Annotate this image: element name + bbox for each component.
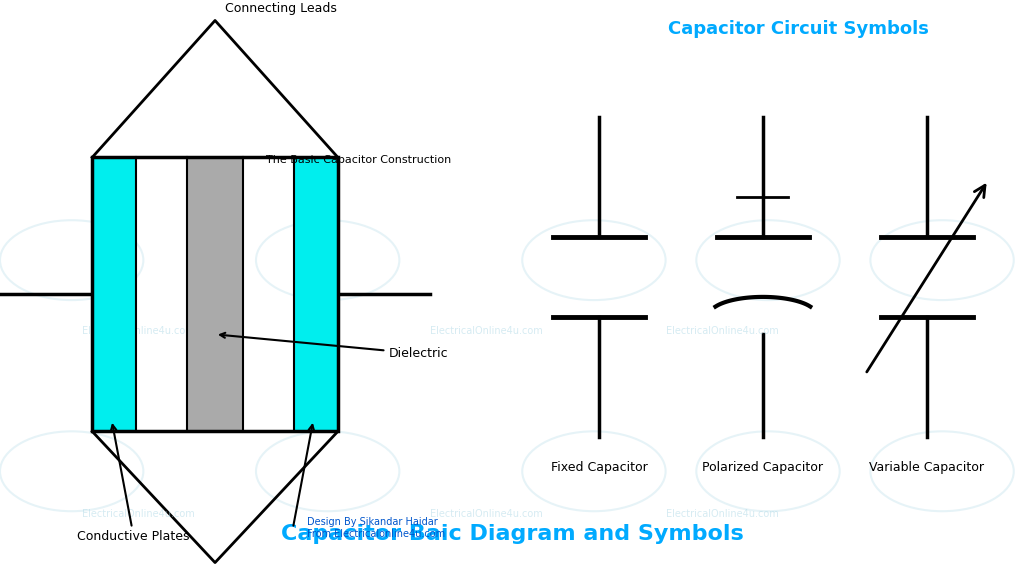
Text: ElectricalOnline4u.com: ElectricalOnline4u.com bbox=[666, 327, 778, 336]
Text: Fixed Capacitor: Fixed Capacitor bbox=[551, 461, 647, 474]
Bar bbox=[92, 157, 338, 431]
Text: Variable Capacitor: Variable Capacitor bbox=[869, 461, 984, 474]
FancyBboxPatch shape bbox=[92, 157, 136, 431]
Text: ElectricalOnline4u.com: ElectricalOnline4u.com bbox=[82, 327, 195, 336]
Text: ElectricalOnline4u.com: ElectricalOnline4u.com bbox=[82, 509, 195, 519]
Text: Design By Sikandar Haidar
From Electricalonline4u.com: Design By Sikandar Haidar From Electrica… bbox=[307, 517, 445, 538]
Text: Conductive Plates: Conductive Plates bbox=[77, 530, 189, 543]
Text: ElectricalOnline4u.com: ElectricalOnline4u.com bbox=[430, 509, 543, 519]
Text: ElectricalOnline4u.com: ElectricalOnline4u.com bbox=[430, 327, 543, 336]
Text: Capacitor Circuit Symbols: Capacitor Circuit Symbols bbox=[669, 21, 929, 38]
Text: Capacitor Baic Diagram and Symbols: Capacitor Baic Diagram and Symbols bbox=[281, 524, 743, 544]
Text: Polarized Capacitor: Polarized Capacitor bbox=[702, 461, 823, 474]
FancyBboxPatch shape bbox=[186, 157, 244, 431]
FancyBboxPatch shape bbox=[294, 157, 338, 431]
Text: The Basic Capacitor Construction: The Basic Capacitor Construction bbox=[266, 155, 452, 165]
Text: Connecting Leads: Connecting Leads bbox=[225, 2, 337, 15]
Text: ElectricalOnline4u.com: ElectricalOnline4u.com bbox=[666, 509, 778, 519]
Text: Dielectric: Dielectric bbox=[220, 333, 449, 360]
